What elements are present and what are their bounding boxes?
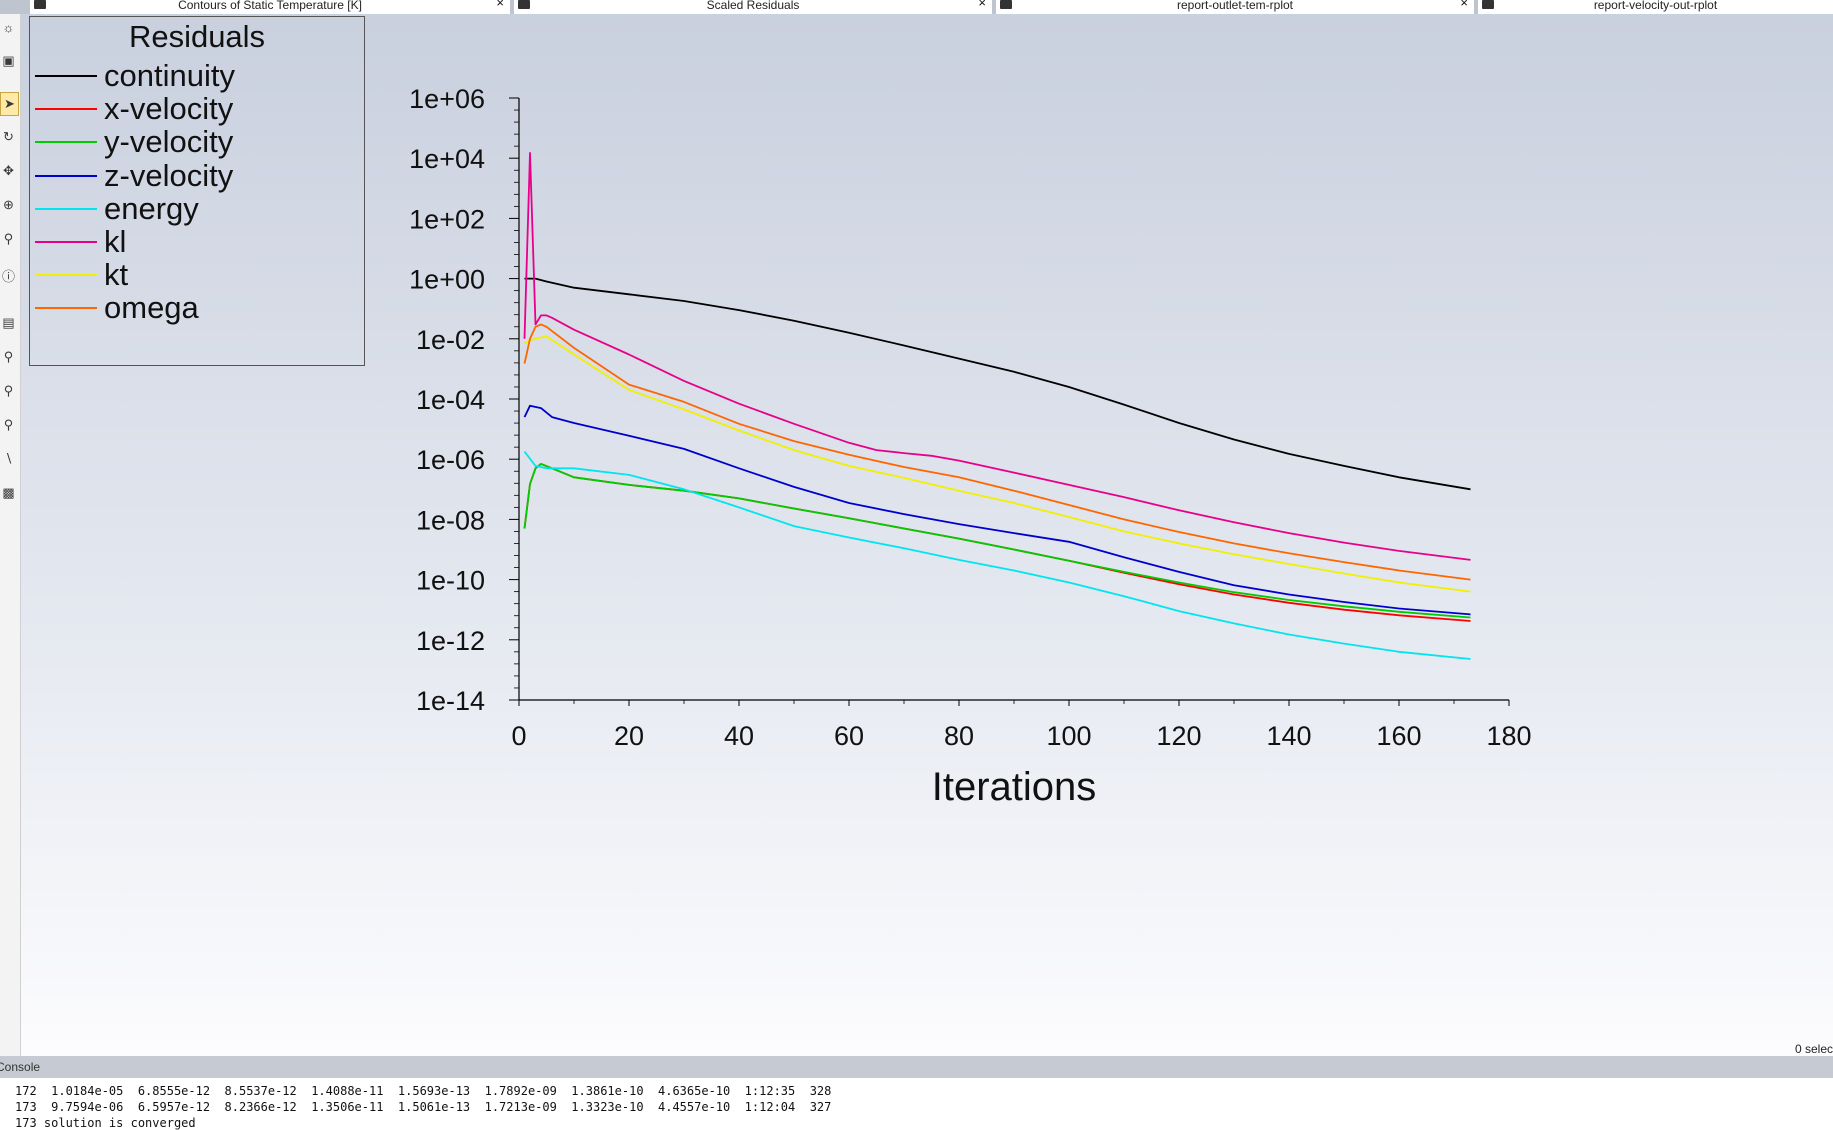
window-icon (1482, 0, 1494, 9)
zoom-previous-icon[interactable]: ⚲ (3, 383, 14, 398)
tab-label: report-outlet-tem-rplot (1176, 0, 1294, 12)
x-tick-label: 40 (724, 721, 754, 751)
legend-label: kl (104, 224, 127, 259)
legend-swatch (35, 241, 97, 243)
display-icon[interactable]: ▤ (2, 315, 15, 330)
legend-item-continuity: continuity (30, 57, 364, 95)
legend-title: Residuals (128, 19, 266, 54)
legend-label: kt (104, 257, 129, 293)
x-tick-label: 140 (1266, 721, 1311, 751)
measure-icon[interactable]: ∖ (4, 451, 13, 466)
y-tick-label: 1e-10 (416, 566, 485, 596)
legend-item-z-velocity: z-velocity (30, 157, 364, 195)
zoom-box-icon[interactable]: ⚲ (3, 231, 14, 246)
x-tick-label: 20 (614, 721, 644, 751)
x-tick-label: 120 (1156, 721, 1201, 751)
console-line: 173 solution is converged (15, 1116, 196, 1130)
legend-label: y-velocity (104, 124, 234, 160)
y-tick-label: 1e+00 (409, 265, 485, 295)
window-icon (34, 0, 46, 9)
series-line-omega (523, 323, 1471, 581)
legend-swatch (35, 108, 97, 111)
legend-item-kt: kt (30, 256, 364, 294)
pan-icon[interactable]: ✥ (3, 163, 14, 178)
legend-swatch (35, 207, 97, 210)
legend-label: continuity (104, 58, 235, 93)
legend-item-energy: energy (30, 190, 364, 228)
tab-bar: Contours of Static Temperature [K] × Sca… (0, 0, 1833, 14)
x-axis-label: Iterations (932, 765, 1097, 809)
series-line-continuity (524, 277, 1471, 491)
tab-outlet-temp[interactable]: report-outlet-tem-rplot × (996, 0, 1474, 14)
y-tick-label: 1e+06 (409, 84, 485, 114)
legend-item-kl: kl (30, 223, 364, 261)
zoom-fit-icon[interactable]: ⚲ (3, 349, 14, 364)
legend-swatch (35, 141, 97, 144)
pointer-icon[interactable]: ➤ (0, 92, 19, 116)
x-tick-label: 100 (1046, 721, 1091, 751)
legend-item-omega: omega (30, 289, 364, 327)
legend: Residuals continuity x-velocity y-velocity… (29, 16, 365, 366)
info-icon[interactable]: ⓘ (1, 268, 15, 284)
tab-scaled-residuals[interactable]: Scaled Residuals × (514, 0, 992, 14)
legend-label: energy (104, 190, 199, 226)
tab-contours[interactable]: Contours of Static Temperature [K] × (30, 0, 510, 14)
console-header: Console (0, 1056, 1833, 1078)
lock-icon[interactable]: ▩ (2, 485, 15, 500)
zoom-next-icon[interactable]: ⚲ (3, 417, 14, 432)
tab-label: Scaled Residuals (706, 0, 800, 12)
legend-label: x-velocity (104, 91, 234, 127)
legend-swatch (35, 307, 97, 310)
series-line-kl (523, 151, 1471, 561)
y-tick-label: 1e-02 (416, 325, 485, 355)
fluent-logo-icon[interactable]: ☼ (2, 19, 15, 35)
legend-swatch (35, 174, 97, 177)
console-line: 173 9.7594e-06 6.5957e-12 8.2366e-12 1.3… (15, 1100, 832, 1114)
window-icon (1000, 0, 1012, 9)
y-tick-label: 1e-14 (416, 686, 485, 716)
close-icon[interactable]: × (1460, 0, 1468, 10)
legend-label: omega (104, 290, 199, 326)
tab-label: Contours of Static Temperature [K] (178, 0, 362, 12)
y-tick-label: 1e-12 (416, 626, 485, 656)
residuals-chart: 1e-14 1e-12 1e-10 1e-08 1e-06 1e-04 1e-02 1e+00… (409, 84, 1531, 809)
layout-icon[interactable]: ▣ (2, 53, 15, 68)
selection-info: 0 selec (1794, 1042, 1833, 1056)
x-tick-label: 80 (944, 721, 974, 751)
y-tick-label: 1e+02 (409, 204, 485, 234)
legend-swatch (35, 75, 97, 77)
y-tick-label: 1e-04 (416, 385, 485, 415)
series-line-y-velocity (523, 462, 1471, 619)
x-tick-label: 180 (1486, 721, 1531, 751)
y-tick-label: 1e-08 (416, 505, 485, 535)
x-tick-label: 60 (834, 721, 864, 751)
tab-velocity-out[interactable]: report-velocity-out-rplot (1478, 0, 1833, 14)
console-output[interactable]: 172 1.0184e-05 6.8555e-12 8.5537e-12 1.4… (0, 1078, 1833, 1130)
close-icon[interactable]: × (496, 0, 504, 10)
legend-label: z-velocity (104, 157, 234, 193)
series-line-energy (523, 450, 1471, 660)
console-line: 172 1.0184e-05 6.8555e-12 8.5537e-12 1.4… (15, 1084, 832, 1098)
y-tick-label: 1e+04 (409, 144, 485, 174)
plot-area: 1e-14 1e-12 1e-10 1e-08 1e-06 1e-04 1e-02 1e+00… (21, 14, 1833, 1056)
legend-swatch (35, 274, 97, 277)
tab-label: report-velocity-out-rplot (1593, 0, 1718, 12)
graphics-toolbar: ☼ ▣ ➤ ↻ ✥ ⊕ ⚲ ⓘ ▤ ⚲ ⚲ ⚲ ∖ ▩ (0, 14, 21, 1056)
legend-item-x-velocity: x-velocity (30, 90, 364, 128)
x-tick-label: 0 (511, 721, 526, 751)
series-line-z-velocity (523, 404, 1471, 616)
legend-item-y-velocity: y-velocity (30, 123, 364, 161)
zoom-in-icon[interactable]: ⊕ (3, 197, 14, 212)
close-icon[interactable]: × (978, 0, 986, 10)
window-icon (518, 0, 530, 9)
rotate-icon[interactable]: ↻ (3, 129, 14, 144)
y-tick-label: 1e-06 (416, 445, 485, 475)
x-tick-label: 160 (1376, 721, 1421, 751)
series-line-kt (524, 335, 1471, 593)
console-title: Console (0, 1060, 41, 1074)
